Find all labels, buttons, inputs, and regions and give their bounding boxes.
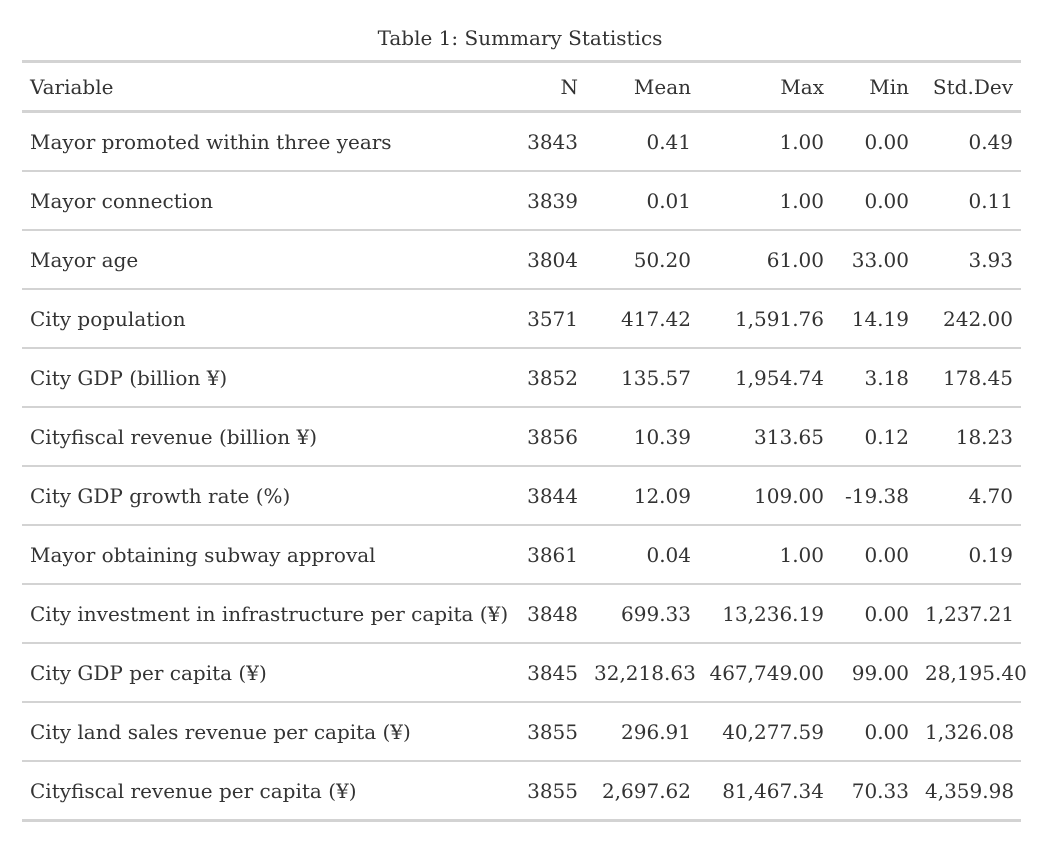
cell-max: 1,954.74 (699, 348, 832, 408)
cell-n: 3845 (514, 643, 586, 703)
cell-max: 40,277.59 (699, 702, 832, 762)
cell-min: 0.00 (832, 111, 917, 172)
table-row: Cityfiscal revenue (billion ¥) 3856 10.3… (22, 407, 1021, 467)
cell-mean: 296.91 (586, 702, 699, 762)
cell-variable: Mayor age (22, 230, 514, 290)
cell-variable: Cityfiscal revenue (billion ¥) (22, 407, 514, 467)
cell-max: 467,749.00 (699, 643, 832, 703)
cell-variable: Cityfiscal revenue per capita (¥) (22, 761, 514, 822)
cell-n: 3844 (514, 466, 586, 526)
cell-min: 0.12 (832, 407, 917, 467)
table-caption: Table 1: Summary Statistics (377, 26, 663, 50)
cell-max: 1.00 (699, 525, 832, 585)
cell-std-dev: 1,237.21 (917, 584, 1021, 644)
cell-variable: City GDP (billion ¥) (22, 348, 514, 408)
cell-n: 3855 (514, 761, 586, 822)
cell-variable: City GDP per capita (¥) (22, 643, 514, 703)
cell-mean: 135.57 (586, 348, 699, 408)
cell-std-dev: 3.93 (917, 230, 1021, 290)
table-row: City GDP growth rate (%) 3844 12.09 109.… (22, 466, 1021, 526)
cell-variable: City population (22, 289, 514, 349)
cell-min: 0.00 (832, 584, 917, 644)
cell-variable: Mayor connection (22, 171, 514, 231)
column-header-mean: Mean (586, 60, 699, 113)
cell-variable: Mayor promoted within three years (22, 111, 514, 172)
cell-variable: Mayor obtaining subway approval (22, 525, 514, 585)
cell-n: 3843 (514, 111, 586, 172)
table-row: City investment in infrastructure per ca… (22, 584, 1021, 644)
cell-min: 33.00 (832, 230, 917, 290)
cell-max: 1.00 (699, 171, 832, 231)
cell-max: 13,236.19 (699, 584, 832, 644)
column-header-variable: Variable (22, 60, 514, 113)
cell-std-dev: 4,359.98 (917, 761, 1021, 822)
cell-mean: 0.41 (586, 111, 699, 172)
cell-max: 61.00 (699, 230, 832, 290)
table-row: Mayor promoted within three years 3843 0… (22, 111, 1021, 172)
cell-std-dev: 18.23 (917, 407, 1021, 467)
table-row: City GDP (billion ¥) 3852 135.57 1,954.7… (22, 348, 1021, 408)
table-row: Cityfiscal revenue per capita (¥) 3855 2… (22, 761, 1021, 822)
cell-n: 3848 (514, 584, 586, 644)
cell-mean: 2,697.62 (586, 761, 699, 822)
cell-variable: City investment in infrastructure per ca… (22, 584, 514, 644)
cell-variable: City GDP growth rate (%) (22, 466, 514, 526)
cell-max: 81,467.34 (699, 761, 832, 822)
cell-min: 70.33 (832, 761, 917, 822)
cell-max: 109.00 (699, 466, 832, 526)
table-row: City population 3571 417.42 1,591.76 14.… (22, 289, 1021, 349)
cell-min: 99.00 (832, 643, 917, 703)
cell-n: 3852 (514, 348, 586, 408)
cell-mean: 12.09 (586, 466, 699, 526)
cell-mean: 699.33 (586, 584, 699, 644)
cell-min: 3.18 (832, 348, 917, 408)
cell-min: 0.00 (832, 171, 917, 231)
cell-std-dev: 0.49 (917, 111, 1021, 172)
cell-min: 14.19 (832, 289, 917, 349)
table-row: Mayor connection 3839 0.01 1.00 0.00 0.1… (22, 171, 1021, 231)
table-row: Mayor obtaining subway approval 3861 0.0… (22, 525, 1021, 585)
cell-mean: 50.20 (586, 230, 699, 290)
cell-mean: 417.42 (586, 289, 699, 349)
cell-std-dev: 178.45 (917, 348, 1021, 408)
cell-variable: City land sales revenue per capita (¥) (22, 702, 514, 762)
cell-n: 3856 (514, 407, 586, 467)
cell-std-dev: 4.70 (917, 466, 1021, 526)
summary-statistics-table: Variable N Mean Max Min Std.Dev Mayor pr… (22, 60, 1027, 822)
cell-std-dev: 1,326.08 (917, 702, 1021, 762)
cell-n: 3839 (514, 171, 586, 231)
table-row: City land sales revenue per capita (¥) 3… (22, 702, 1021, 762)
table-header-row: Variable N Mean Max Min Std.Dev (22, 60, 1021, 113)
cell-std-dev: 0.11 (917, 171, 1021, 231)
cell-mean: 0.04 (586, 525, 699, 585)
cell-max: 1.00 (699, 111, 832, 172)
cell-mean: 0.01 (586, 171, 699, 231)
cell-mean: 32,218.63 (586, 643, 699, 703)
cell-std-dev: 242.00 (917, 289, 1021, 349)
cell-min: 0.00 (832, 702, 917, 762)
table-row: Mayor age 3804 50.20 61.00 33.00 3.93 (22, 230, 1021, 290)
cell-std-dev: 0.19 (917, 525, 1021, 585)
cell-min: 0.00 (832, 525, 917, 585)
cell-n: 3855 (514, 702, 586, 762)
cell-min: -19.38 (832, 466, 917, 526)
column-header-n: N (514, 60, 586, 113)
cell-n: 3804 (514, 230, 586, 290)
column-header-min: Min (832, 60, 917, 113)
cell-n: 3571 (514, 289, 586, 349)
cell-n: 3861 (514, 525, 586, 585)
cell-std-dev: 28,195.40 (917, 643, 1027, 703)
cell-mean: 10.39 (586, 407, 699, 467)
column-header-max: Max (699, 60, 832, 113)
cell-max: 1,591.76 (699, 289, 832, 349)
cell-max: 313.65 (699, 407, 832, 467)
column-header-std-dev: Std.Dev (917, 60, 1021, 113)
table-row: City GDP per capita (¥) 3845 32,218.63 4… (22, 643, 1027, 703)
